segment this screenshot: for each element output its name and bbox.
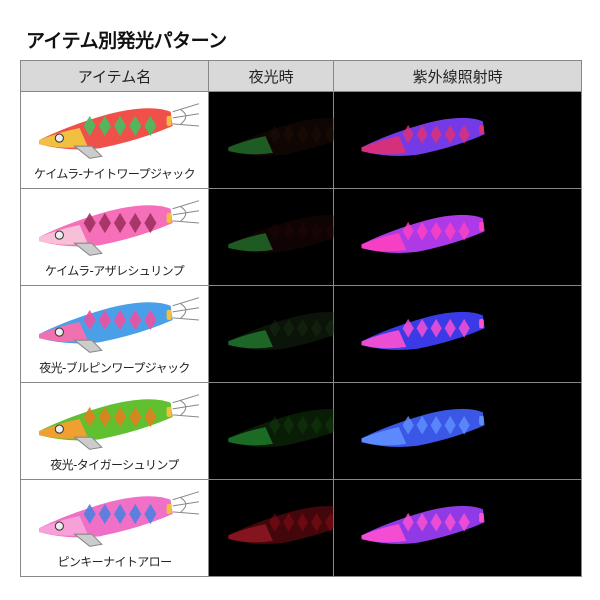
night-glow-cell <box>207 479 351 577</box>
uv-cell <box>333 188 582 286</box>
item-name: 夜光-タイガーシュリンプ <box>50 458 179 472</box>
item-cell: ケイムラ-アザレシュリンプ <box>20 188 209 286</box>
item-name: 夜光-ブルピンワープジャック <box>39 361 190 375</box>
lure-uv-image <box>361 214 485 254</box>
lure-uv-image <box>361 505 485 545</box>
lure-uv-image <box>361 311 485 351</box>
lure-photo <box>39 491 200 547</box>
item-cell: 夜光-ブルピンワープジャック <box>20 285 209 383</box>
uv-cell <box>333 382 582 480</box>
item-cell: ピンキーナイトアロー <box>20 479 209 577</box>
lure-night-glow-image <box>228 505 351 544</box>
item-cell: ケイムラ-ナイトワープジャック <box>20 91 209 189</box>
table-row: ケイムラ-アザレシュリンプ <box>20 188 582 286</box>
item-name: ピンキーナイトアロー <box>57 555 172 569</box>
lure-night-glow-image <box>228 408 351 447</box>
header-night-glow: 夜光時 <box>207 60 335 92</box>
night-glow-cell <box>207 285 351 383</box>
uv-cell <box>333 285 582 383</box>
night-glow-cell <box>207 91 351 189</box>
lure-uv-image <box>361 408 485 448</box>
table-row: ピンキーナイトアロー <box>20 479 582 577</box>
lure-photo <box>39 200 200 256</box>
glow-pattern-table: アイテム名 夜光時 紫外線照射時 ケイムラ-ナイトワープジャック ケイムラ-アザレ… <box>20 60 582 577</box>
item-cell: 夜光-タイガーシュリンプ <box>20 382 209 480</box>
table-row: ケイムラ-ナイトワープジャック <box>20 91 582 189</box>
table-header-row: アイテム名 夜光時 紫外線照射時 <box>20 60 582 92</box>
item-name: ケイムラ-ナイトワープジャック <box>34 167 196 181</box>
lure-night-glow-image <box>228 117 351 156</box>
lure-photo <box>39 394 200 450</box>
lure-uv-image <box>361 117 485 157</box>
uv-cell <box>333 479 582 577</box>
uv-cell <box>333 91 582 189</box>
lure-photo <box>39 103 200 159</box>
lure-night-glow-image <box>228 311 351 350</box>
table-row: 夜光-ブルピンワープジャック <box>20 285 582 383</box>
header-item-name: アイテム名 <box>20 60 209 92</box>
lure-night-glow-image <box>228 214 351 253</box>
night-glow-cell <box>207 188 351 286</box>
night-glow-cell <box>207 382 351 480</box>
header-uv: 紫外線照射時 <box>333 60 582 92</box>
item-name: ケイムラ-アザレシュリンプ <box>44 264 185 278</box>
page-title: アイテム別発光パターン <box>26 30 227 52</box>
lure-photo <box>39 297 200 353</box>
table-row: 夜光-タイガーシュリンプ <box>20 382 582 480</box>
